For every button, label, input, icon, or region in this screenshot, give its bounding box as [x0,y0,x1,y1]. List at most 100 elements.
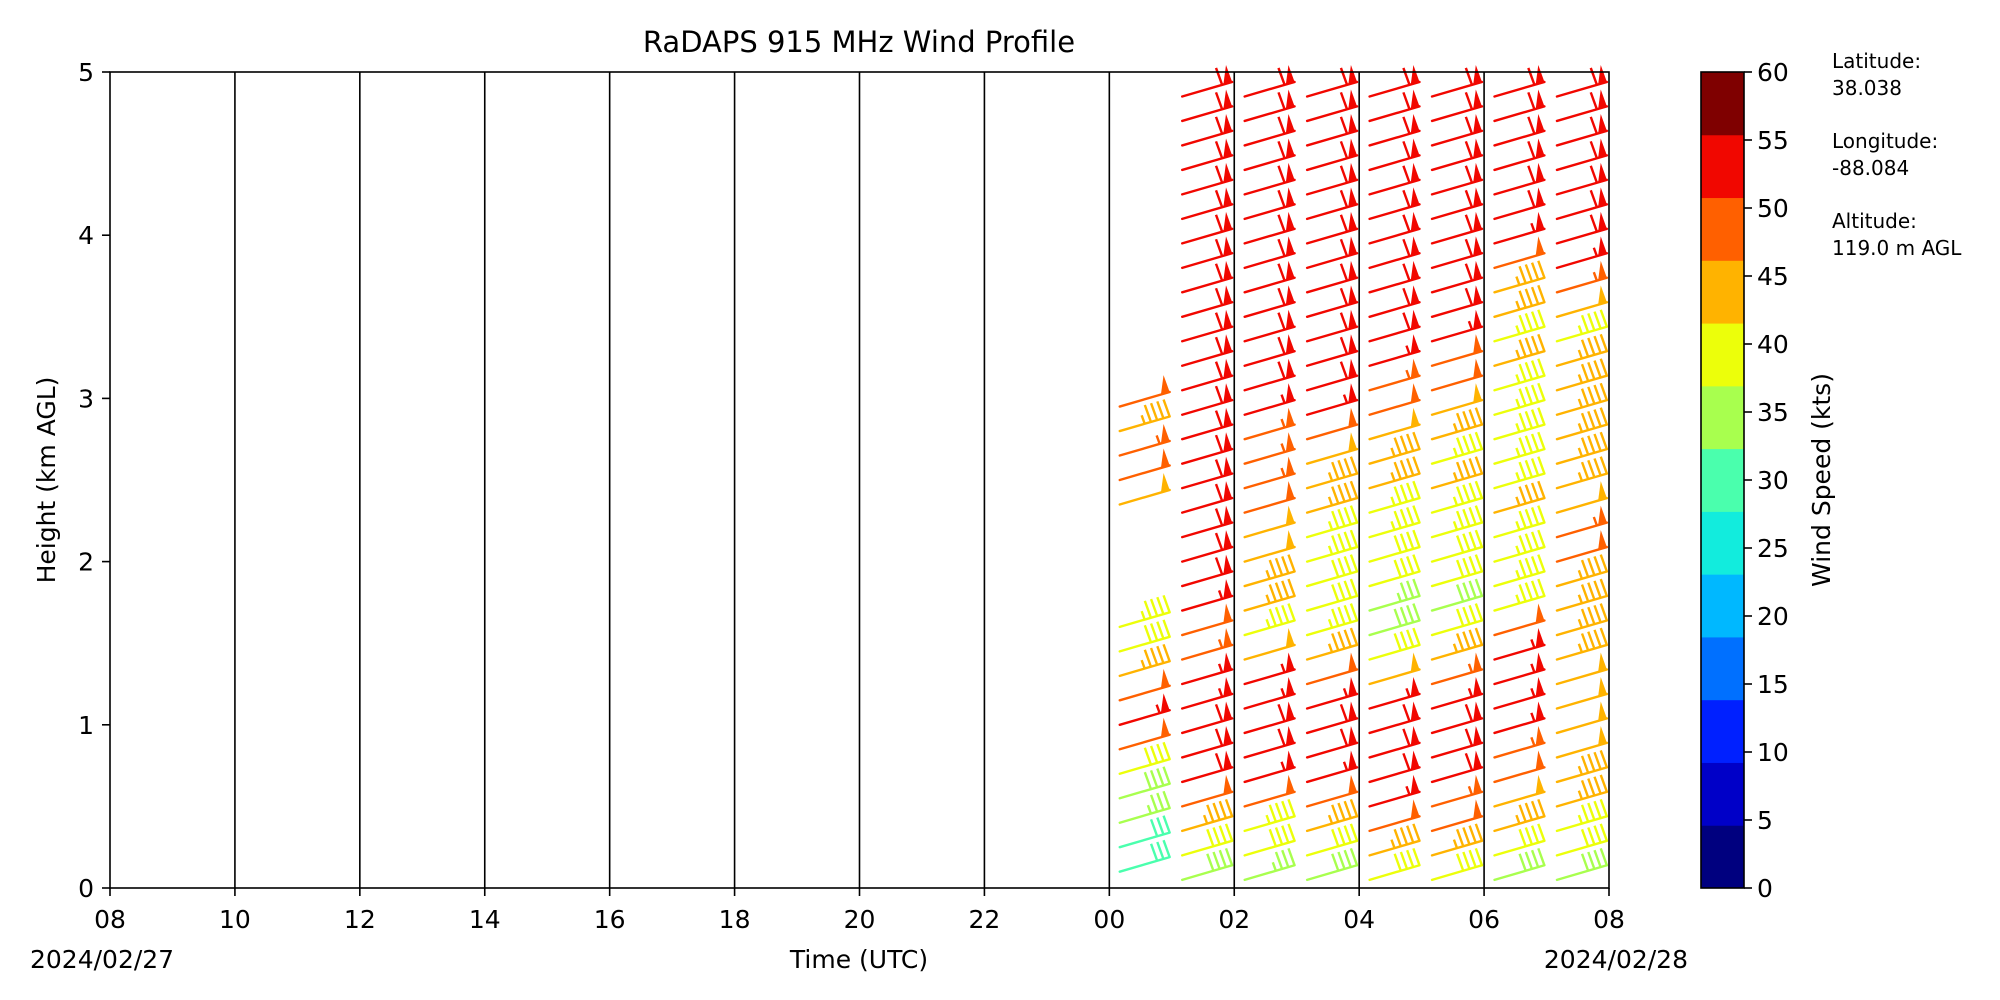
barb-full [1580,633,1590,651]
wind-barb [1368,138,1421,172]
barb-full [1277,189,1286,208]
wind-barb [1368,480,1421,514]
barb-full [1468,507,1477,525]
barb-shaft [1493,203,1546,221]
barb-half [1577,643,1584,653]
barb-full [1587,337,1596,356]
barb-shaft [1555,178,1609,196]
barb-full [1530,825,1540,844]
barb-full [1343,507,1352,525]
barb-full [1593,800,1602,819]
wind-barb [1181,309,1234,343]
barb-shaft [1555,668,1609,686]
wind-barb [1368,750,1421,784]
barb-full [1406,531,1415,550]
barb-full [1214,165,1224,184]
wind-barb [1368,211,1421,245]
barb-half [1280,394,1286,404]
barb-full [1464,189,1474,208]
wind-barb [1493,578,1546,612]
barb-full [1593,556,1602,574]
barb-full [1468,825,1477,844]
barb-shaft [1305,105,1359,123]
barb-shaft [1368,154,1421,172]
barb-pennant [1473,211,1482,232]
wind-barb [1181,358,1234,392]
wind-barb [1305,750,1359,784]
barb-shaft [1493,325,1546,343]
wind-barb [1243,187,1296,221]
barb-full [1474,431,1484,450]
barb-full [1462,631,1471,650]
barb-full [1214,214,1224,233]
barb-pennant [1348,774,1358,795]
barb-shaft [1430,276,1484,294]
barb-pennant [1348,701,1358,721]
wind-barb [1368,774,1421,808]
barb-half [1217,663,1224,673]
wind-barb [1368,823,1421,857]
barb-half [1577,472,1584,482]
wind-barb [1243,260,1296,294]
wind-barb [1243,628,1296,661]
barb-full [1149,647,1159,666]
barb-shaft [1305,790,1359,808]
barb-full [1268,559,1277,578]
barb-full [1474,407,1484,426]
colorbar-tick-label: 45 [1757,262,1789,291]
barb-full [1277,165,1286,184]
barb-full [1156,792,1165,811]
barb-pennant [1285,725,1295,746]
barb-pennant [1410,358,1420,379]
barb-full [1406,849,1415,868]
wind-barb [1430,847,1484,882]
barb-full [1399,459,1409,478]
barb-shaft [1493,570,1546,588]
barb-shaft [1243,447,1296,465]
wind-barb [1555,358,1609,392]
colorbar-tick-label: 50 [1757,194,1789,223]
wind-barb [1368,89,1421,123]
barb-full [1412,627,1421,646]
barb-full [1406,507,1415,525]
barb-full [1339,361,1349,380]
wind-barb [1368,652,1421,686]
barb-half [1577,325,1584,335]
barb-full [1406,458,1415,476]
x-tick-label: 00 [1093,905,1125,934]
barb-shaft [1181,668,1234,686]
barb-pennant [1598,285,1607,305]
barb-half [1342,394,1349,404]
barb-pennant [1410,89,1420,109]
barb-shaft [1243,276,1296,294]
barb-pennant [1285,236,1295,256]
wind-barb [1181,260,1234,294]
barb-full [1580,608,1590,627]
barb-full [1462,606,1471,625]
wind-barb [1493,554,1546,588]
barb-full [1524,484,1534,503]
barb-full [1587,410,1596,429]
wind-barb [1555,236,1609,270]
barb-pennant [1473,285,1482,305]
barb-shaft [1493,423,1546,441]
wind-barb [1493,847,1546,882]
barb-shaft [1430,252,1484,270]
barb-pennant [1223,701,1233,721]
barb-full [1412,529,1421,548]
barb-full [1524,313,1534,331]
barb-pennant [1223,407,1233,428]
barb-full [1339,91,1349,110]
barb-full [1143,404,1153,423]
barb-full [1339,189,1349,208]
barb-full [1530,384,1540,403]
wind-barb [1555,113,1609,147]
barb-full [1331,535,1340,553]
barb-half [1405,785,1411,796]
wind-barb [1493,113,1546,147]
wind-barb [1118,399,1171,433]
barb-full [1464,140,1474,159]
wind-barb [1493,750,1546,784]
wind-barb [1368,603,1421,637]
barb-shaft [1493,301,1546,318]
